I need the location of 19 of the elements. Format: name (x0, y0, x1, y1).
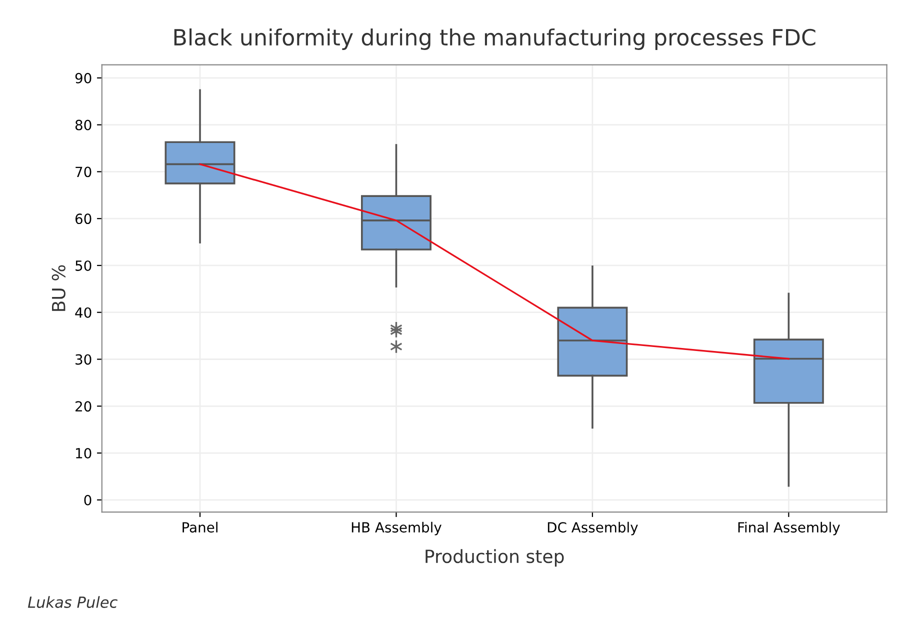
x-axis-title: Production step (426, 549, 564, 567)
y-tick-label: 80 (75, 120, 92, 130)
y-tick-label: 40 (75, 307, 92, 318)
x-tick-label: Final Assembly (738, 522, 840, 536)
y-tick-label: 50 (76, 260, 92, 271)
x-tick-label: HB Assembly (352, 522, 442, 536)
x-tick-label: Panel (182, 522, 218, 533)
y-tick-label: 70 (76, 166, 92, 178)
y-tick-label: 10 (76, 448, 92, 459)
x-tick-label: DC Assembly (548, 522, 638, 536)
y-tick-label: 30 (76, 354, 92, 365)
y-tick-label: 20 (76, 401, 92, 412)
y-tick-label: 60 (75, 214, 92, 224)
y-tick-label: 0 (84, 494, 92, 506)
y-tick-label: 90 (75, 72, 92, 84)
line-series (199, 163, 790, 360)
y-axis-title: BU % (52, 265, 66, 311)
text: Lukas Pulec (28, 596, 118, 608)
chart-title: Black uniformity during the manufacturing processes FDC (174, 28, 816, 50)
